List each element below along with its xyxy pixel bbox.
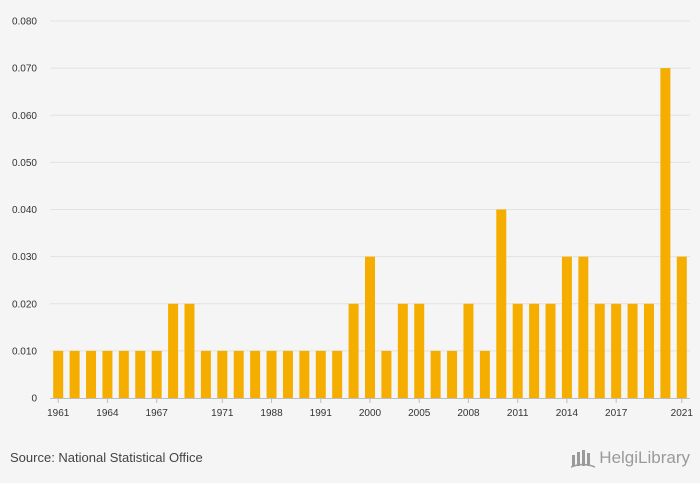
bar-2018[interactable] [627, 303, 638, 398]
x-tick-label: 2008 [457, 408, 480, 419]
bar-1992[interactable] [332, 350, 343, 398]
x-tick-label: 2000 [359, 408, 382, 419]
bar-1971[interactable] [217, 350, 228, 398]
helgi-library-logo[interactable]: HelgiLibrary [571, 448, 690, 468]
bar-1973[interactable] [250, 350, 261, 398]
bar-2013[interactable] [545, 303, 556, 398]
bar-2021[interactable] [676, 256, 687, 398]
x-tick-label: 1967 [146, 408, 169, 419]
y-tick-label: 0 [31, 394, 37, 405]
x-tick-label: 1991 [310, 408, 333, 419]
x-tick-label: 1971 [211, 408, 234, 419]
y-tick-label: 0.070 [12, 64, 37, 75]
bar-2004[interactable] [397, 303, 408, 398]
library-building-icon [571, 450, 596, 468]
bar-1964[interactable] [102, 350, 113, 398]
bar-2014[interactable] [561, 256, 572, 398]
bar-2005[interactable] [414, 303, 425, 398]
bar-1970[interactable] [200, 350, 211, 398]
bar-1972[interactable] [233, 350, 244, 398]
bar-2008[interactable] [463, 303, 474, 398]
bar-2017[interactable] [611, 303, 622, 398]
y-axis-labels: 0 0.010 0.020 0.030 0.040 0.050 0.060 0.070 0.08… [12, 17, 37, 405]
bar-chart: 0 0.010 0.020 0.030 0.040 0.050 0.060 0.070 0.08… [12, 17, 693, 420]
x-tick-label: 2021 [671, 408, 694, 419]
y-tick-label: 0.010 [12, 346, 37, 357]
bar-2011[interactable] [512, 303, 523, 398]
bar-2016[interactable] [594, 303, 605, 398]
bar-1990[interactable] [299, 350, 310, 398]
y-tick-label: 0.050 [12, 158, 37, 169]
bar-1965[interactable] [118, 350, 129, 398]
bar-1989[interactable] [282, 350, 293, 398]
bar-1968[interactable] [168, 303, 179, 398]
x-tick-label: 2014 [556, 408, 579, 419]
x-tick-label: 1964 [96, 408, 119, 419]
x-tick-label: 1988 [260, 408, 283, 419]
bar-2007[interactable] [447, 350, 458, 398]
bar-1967[interactable] [151, 350, 162, 398]
bar-2006[interactable] [430, 350, 441, 398]
bars [53, 68, 687, 398]
y-tick-label: 0.020 [12, 299, 37, 310]
bar-2019[interactable] [643, 303, 654, 398]
bar-1963[interactable] [86, 350, 97, 398]
bar-2010[interactable] [496, 209, 507, 399]
x-tick-label: 2011 [507, 408, 529, 419]
x-tick-label: 2005 [408, 408, 431, 419]
y-tick-label: 0.080 [12, 17, 37, 28]
bar-1988[interactable] [266, 350, 277, 398]
bar-2003[interactable] [381, 350, 392, 398]
bar-1991[interactable] [315, 350, 326, 398]
bar-1961[interactable] [53, 350, 64, 398]
bar-2012[interactable] [529, 303, 540, 398]
bar-2015[interactable] [578, 256, 589, 398]
x-tick-label: 2017 [605, 408, 628, 419]
bar-2020[interactable] [660, 68, 671, 398]
bar-2009[interactable] [479, 350, 490, 398]
bar-1962[interactable] [69, 350, 80, 398]
source-caption: Source: National Statistical Office [10, 450, 203, 465]
bar-1966[interactable] [135, 350, 146, 398]
bar-2000[interactable] [365, 256, 375, 398]
bar-1969[interactable] [184, 303, 195, 398]
logo-text: HelgiLibrary [599, 448, 690, 467]
x-tick-label: 1961 [47, 408, 70, 419]
y-tick-label: 0.060 [12, 111, 37, 122]
y-tick-label: 0.030 [12, 252, 37, 263]
bar-1999[interactable] [348, 303, 359, 398]
x-axis-ticks: 1961 1964 1967 1971 1988 1991 2000 2005 2008 2011… [47, 398, 693, 419]
y-tick-label: 0.040 [12, 205, 37, 216]
